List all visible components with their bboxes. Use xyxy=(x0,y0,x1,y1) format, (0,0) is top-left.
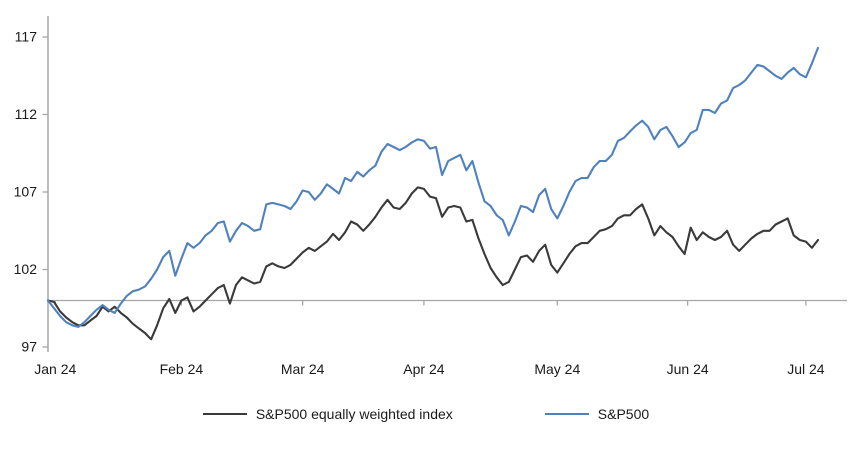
legend-label-equal-weight: S&P500 equally weighted index xyxy=(255,406,453,422)
series-line-1 xyxy=(46,46,820,328)
chart-legend: S&P500 equally weighted index S&P500 xyxy=(0,406,852,422)
y-tick-label-3: 112 xyxy=(15,106,38,122)
x-tick-label-6: Jul 24 xyxy=(787,361,825,377)
x-tick-label-2: Mar 24 xyxy=(281,361,325,377)
legend-label-sp500: S&P500 xyxy=(597,406,650,422)
legend-item-equal-weight: S&P500 equally weighted index xyxy=(202,406,453,422)
x-tick-label-1: Feb 24 xyxy=(160,361,204,377)
legend-line-sample-equal-weight xyxy=(202,413,247,415)
series-line-0 xyxy=(46,186,820,341)
legend-line-sample-sp500 xyxy=(544,413,589,415)
y-tick-label-0: 97 xyxy=(21,339,37,355)
x-tick-label-4: May 24 xyxy=(534,361,580,377)
x-tick-label-3: Apr 24 xyxy=(403,361,444,377)
legend-item-sp500: S&P500 xyxy=(544,406,650,422)
x-tick-label-5: Jun 24 xyxy=(667,361,709,377)
y-tick-label-4: 117 xyxy=(15,29,38,45)
y-tick-label-1: 102 xyxy=(14,261,38,277)
performance-chart: Jan 24 Feb 24 Mar 24 Apr 24 May 24 Jun 24 Jul … xyxy=(14,16,847,377)
x-tick-label-0: Jan 24 xyxy=(34,361,76,377)
y-tick-label-2: 107 xyxy=(14,184,38,200)
